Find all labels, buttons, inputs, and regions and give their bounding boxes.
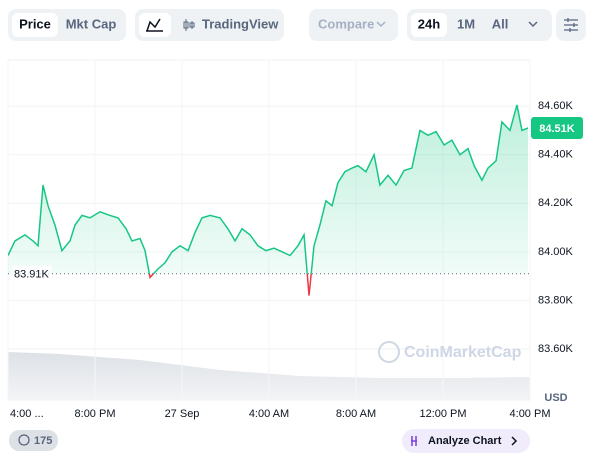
range[interactable]: 1M <box>457 16 475 31</box>
tradingview[interactable]: TradingView <box>202 16 279 31</box>
tab-active[interactable] <box>12 13 58 37</box>
y-tick-label: 84.20K <box>538 197 574 209</box>
x-tick-label: 27 Sep <box>165 408 200 420</box>
chevron <box>376 21 386 28</box>
compare[interactable]: Compare <box>318 16 374 31</box>
compare-button[interactable] <box>309 9 398 41</box>
analyze-icon <box>411 436 417 446</box>
tool-group <box>135 9 284 41</box>
chevron <box>511 436 518 446</box>
x-tick-label: 4:00 PM <box>510 408 551 420</box>
tab[interactable]: Price <box>19 16 51 31</box>
watermark-logo <box>378 341 400 363</box>
watermark: CoinMarketCap <box>404 344 522 361</box>
x-tick-label: 4:00 ... <box>10 408 44 420</box>
analyze-button[interactable] <box>402 429 530 453</box>
chevron[interactable] <box>528 21 538 28</box>
reference-label-bg <box>12 265 52 282</box>
y-tick-label: 83.60K <box>538 343 574 355</box>
plot: 83.60K 83.80K 84.00K 84.20K 84.40K 84.60K 4:00… <box>7 60 583 420</box>
reference-label: 83.91K <box>14 269 50 281</box>
price-line <box>8 104 529 274</box>
line-icon <box>146 18 163 32</box>
y-tick-label: 84.00K <box>538 246 574 258</box>
badge-count[interactable]: 175 <box>34 435 52 447</box>
y-tick-label: 84.60K <box>538 100 574 112</box>
analyze-label[interactable]: Analyze Chart <box>428 435 502 447</box>
settings-icon <box>564 18 578 32</box>
x-tick-label: 8:00 AM <box>336 408 376 420</box>
x-tick-label: 12:00 PM <box>419 408 466 420</box>
y-tick-label: 83.80K <box>538 294 574 306</box>
current-price-label: 84.51K <box>539 123 575 135</box>
range[interactable]: All <box>492 16 509 31</box>
badge-icon <box>18 434 30 446</box>
x-tick-label: 8:00 PM <box>75 408 116 420</box>
x-tick-label: 4:00 AM <box>249 408 289 420</box>
area <box>8 104 529 274</box>
line-toggle[interactable] <box>139 13 171 37</box>
range-active[interactable] <box>411 13 447 37</box>
current-price-badge <box>531 117 583 139</box>
tab[interactable]: Mkt Cap <box>66 16 117 31</box>
currency: USD <box>544 392 567 404</box>
range[interactable]: 24h <box>418 16 440 31</box>
candle-icon <box>183 19 195 31</box>
y-tick-label: 84.40K <box>538 149 574 161</box>
